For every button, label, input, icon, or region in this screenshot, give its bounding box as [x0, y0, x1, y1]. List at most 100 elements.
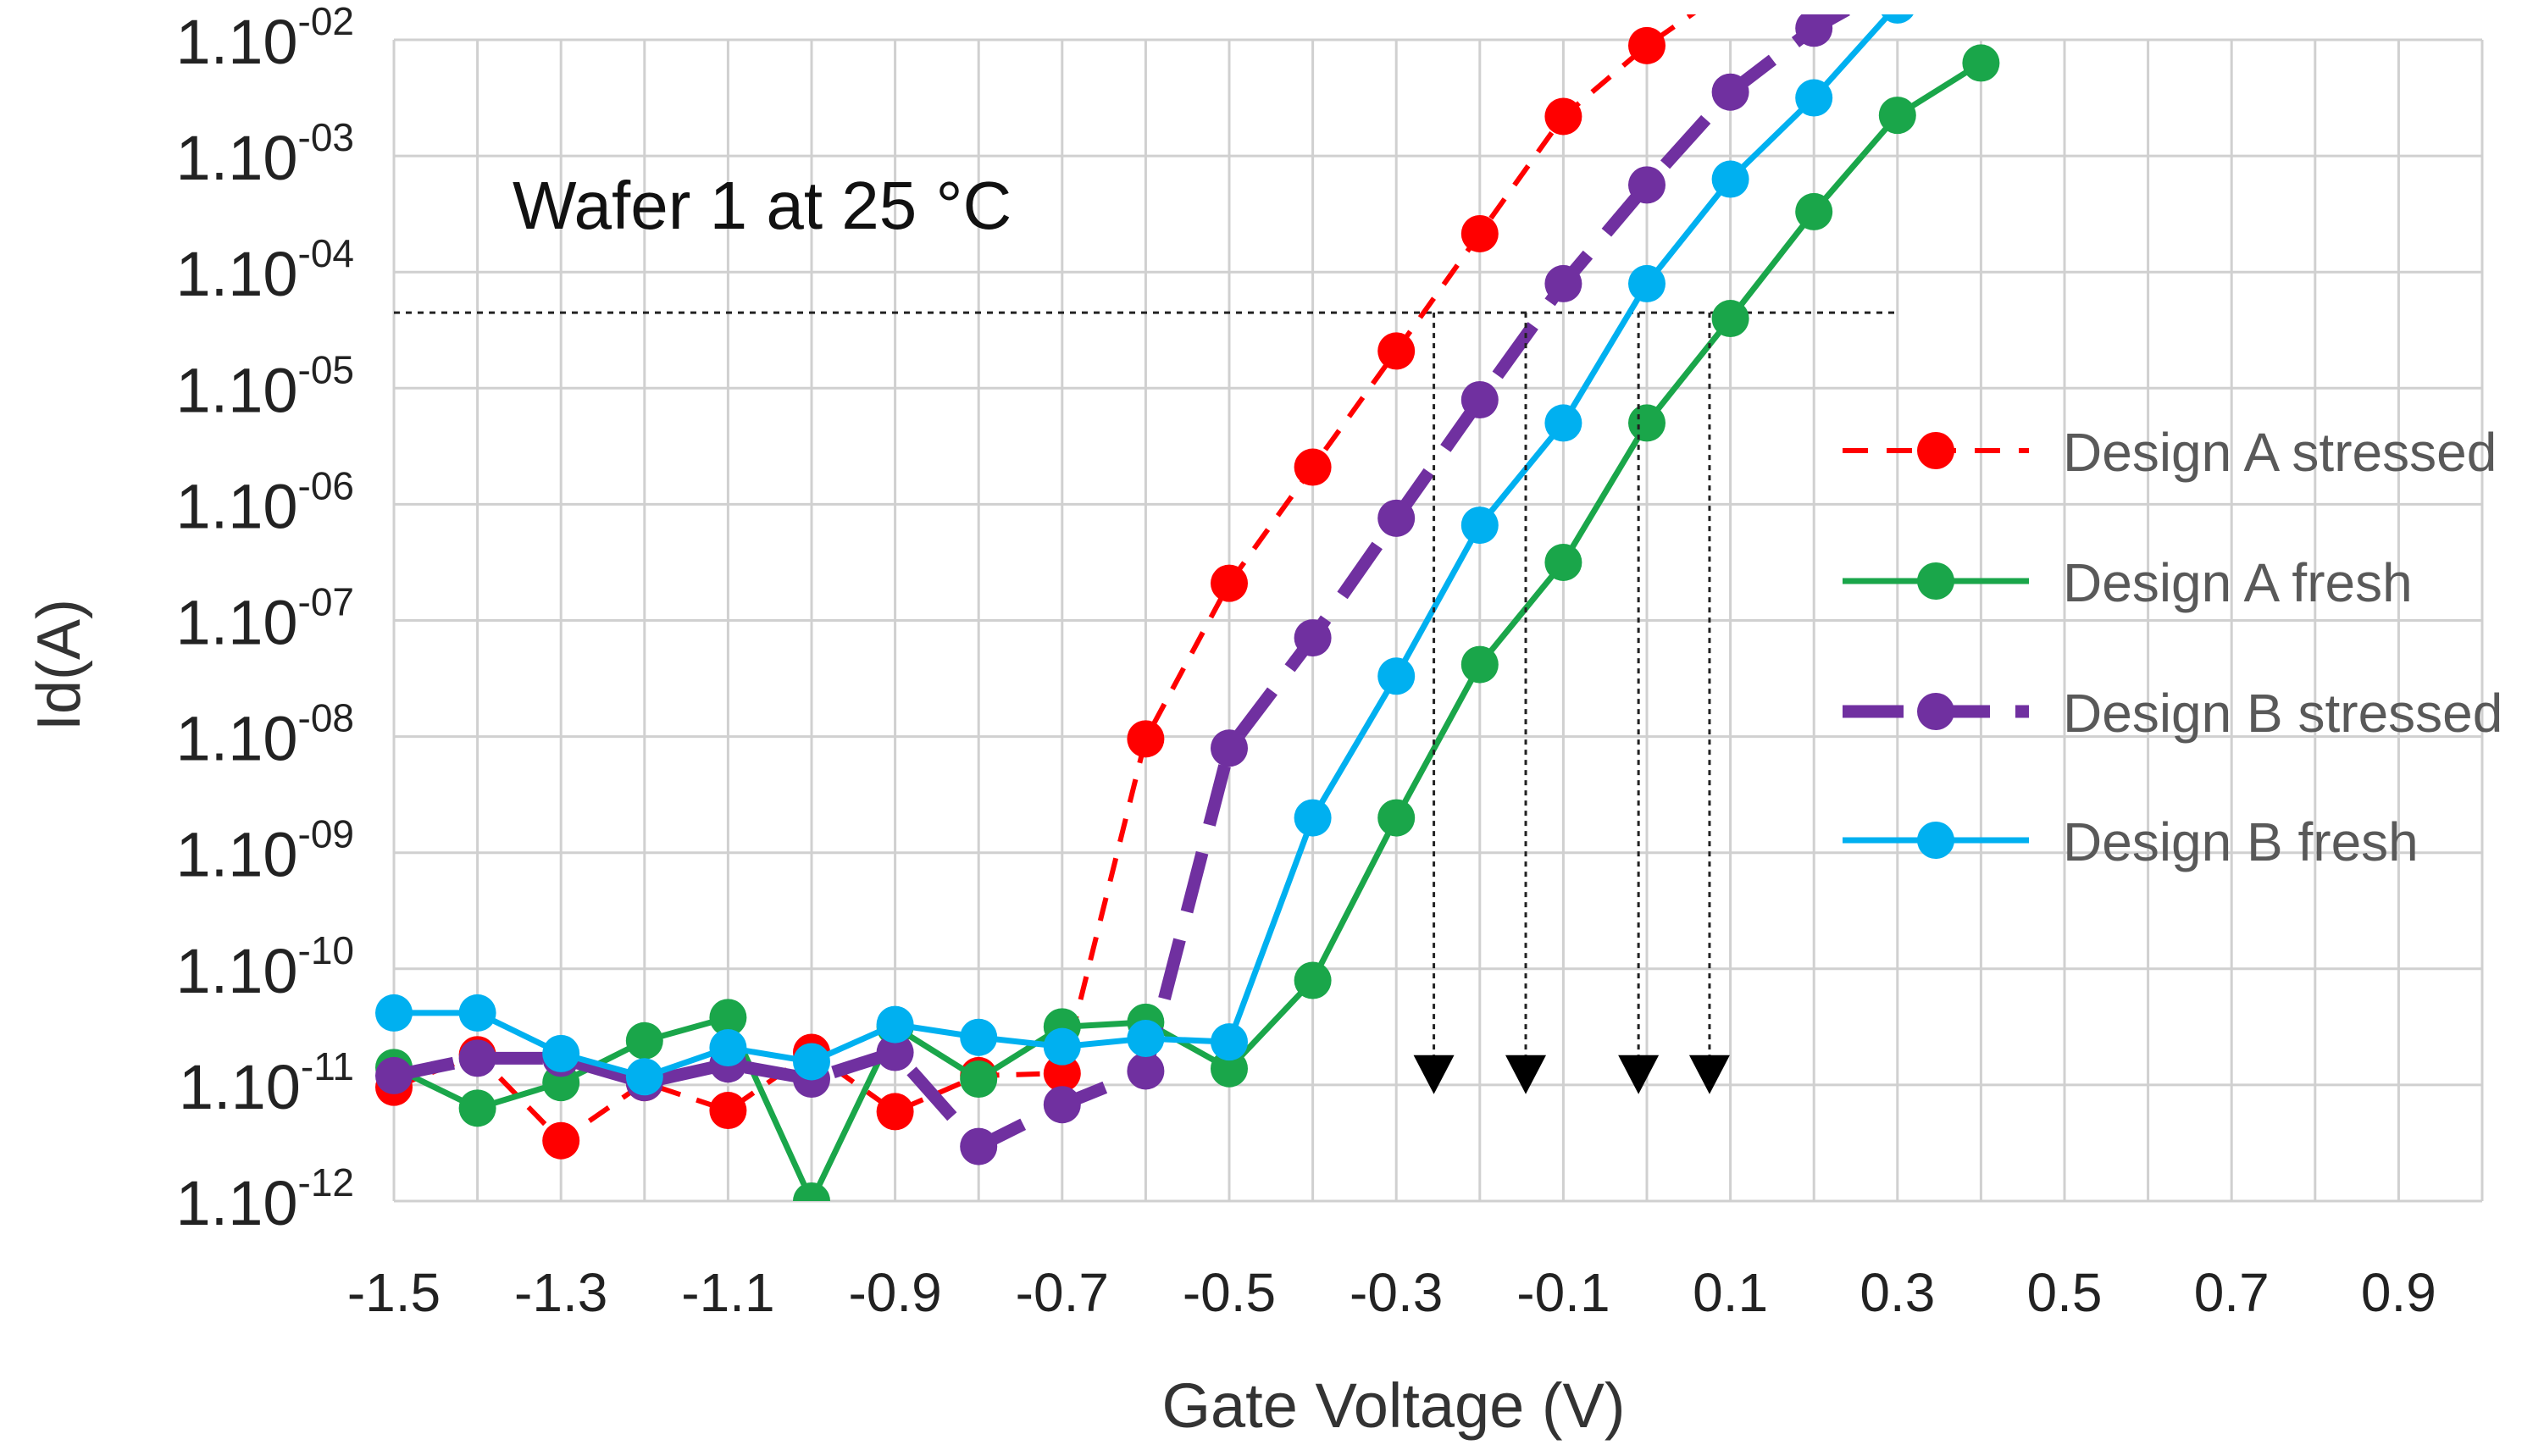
data-point [1294, 449, 1332, 486]
data-point [626, 1022, 663, 1060]
x-tick-label: 0.3 [1860, 1262, 1935, 1323]
data-point [375, 1057, 413, 1094]
data-point [1211, 1023, 1248, 1060]
y-axis-label: Id(A) [25, 599, 93, 731]
data-point [793, 1043, 830, 1080]
data-point [960, 1128, 997, 1165]
y-tick-label: 1.10-09 [175, 812, 354, 890]
data-point [1377, 332, 1415, 369]
data-point [1962, 44, 1999, 81]
data-point [877, 1006, 914, 1044]
data-point [1628, 404, 1666, 441]
data-point [1712, 161, 1749, 198]
legend-entry: Design B fresh [1843, 811, 2419, 872]
data-point [1461, 507, 1499, 544]
y-tick-label: 1.10-12 [175, 1160, 354, 1238]
y-tick-label: 1.10-02 [175, 0, 354, 77]
data-point [1544, 97, 1582, 135]
x-tick-label: 0.5 [2027, 1262, 2103, 1323]
data-point [1127, 720, 1164, 757]
data-point [1461, 646, 1499, 684]
x-tick-label: -1.5 [347, 1262, 441, 1323]
legend-marker [1917, 693, 1954, 730]
x-tick-label: -0.5 [1183, 1262, 1276, 1323]
data-point [1712, 0, 1749, 6]
y-tick-label: 1.10-06 [175, 463, 354, 541]
x-tick-label: 0.7 [2194, 1262, 2270, 1323]
legend-entry: Design B stressed [1843, 683, 2502, 744]
data-point [1795, 9, 1832, 47]
legend-label: Design B fresh [2063, 811, 2419, 872]
data-point [459, 994, 496, 1032]
data-point [877, 1093, 914, 1130]
x-tick-label: 0.1 [1693, 1262, 1768, 1323]
data-point [960, 1019, 997, 1056]
data-point [1211, 565, 1248, 602]
y-tick-label: 1.10-10 [175, 928, 354, 1006]
legend-entry: Design A stressed [1843, 422, 2497, 483]
data-point [1127, 1052, 1164, 1089]
data-point [1879, 97, 1916, 134]
data-point [1628, 166, 1666, 203]
data-point [1628, 265, 1666, 302]
x-tick-label: -1.3 [514, 1262, 607, 1323]
x-tick-label: -0.9 [848, 1262, 941, 1323]
data-point [1044, 1086, 1081, 1123]
y-tick-labels: 1.10-02 1.10-03 1.10-04 1.10-05 1.10-06 1.10-… [175, 0, 354, 1238]
y-tick-label: 1.10-03 [175, 115, 354, 193]
data-point [709, 1029, 746, 1066]
data-point [542, 1122, 579, 1160]
data-point [1377, 500, 1415, 537]
legend-entry: Design A fresh [1843, 552, 2413, 613]
data-point [1127, 1020, 1164, 1057]
arrow-head [1505, 1055, 1546, 1094]
legend-label: Design A fresh [2063, 552, 2413, 613]
data-point [459, 1039, 496, 1077]
data-point [1461, 381, 1499, 418]
threshold-arrow [1414, 313, 1455, 1094]
x-tick-label: -0.7 [1016, 1262, 1109, 1323]
data-point [1377, 657, 1415, 695]
data-point [1544, 544, 1582, 581]
y-tick-label: 1.10-05 [175, 347, 354, 425]
data-point [1544, 404, 1582, 441]
data-point [626, 1058, 663, 1095]
data-point [1377, 800, 1415, 837]
data-point [1461, 215, 1499, 252]
data-point [459, 1089, 496, 1127]
data-point [1044, 1028, 1081, 1066]
legend: Design A stressed Design A fresh Design B … [1843, 422, 2502, 872]
y-tick-label: 1.10-04 [175, 231, 354, 309]
data-point [793, 1182, 830, 1220]
data-point [960, 1060, 997, 1098]
data-point [1712, 74, 1749, 111]
data-point [1294, 800, 1332, 837]
arrow-head [1414, 1055, 1455, 1094]
arrow-head [1689, 1055, 1730, 1094]
data-point [1628, 27, 1666, 64]
arrow-head [1618, 1055, 1659, 1094]
legend-label: Design B stressed [2063, 683, 2502, 744]
data-point [375, 994, 413, 1032]
data-point [1712, 300, 1749, 337]
data-point [542, 1035, 579, 1072]
data-point [1211, 729, 1248, 767]
data-point [1795, 193, 1832, 230]
x-tick-label: -0.3 [1350, 1262, 1443, 1323]
y-tick-label: 1.10-08 [175, 696, 354, 774]
y-tick-label: 1.10-11 [179, 1044, 354, 1122]
data-point [1294, 619, 1332, 656]
legend-marker [1917, 822, 1954, 859]
legend-label: Design A stressed [2063, 422, 2497, 483]
legend-marker [1917, 562, 1954, 600]
legend-marker [1917, 432, 1954, 469]
data-point [1544, 265, 1582, 302]
chart-annotation: Wafer 1 at 25 °C [513, 168, 1012, 243]
threshold-arrow [1689, 313, 1730, 1094]
x-tick-label: -0.1 [1516, 1262, 1610, 1323]
data-point [709, 1092, 746, 1129]
y-tick-label: 1.10-07 [175, 580, 354, 658]
threshold-arrow [1505, 313, 1546, 1094]
